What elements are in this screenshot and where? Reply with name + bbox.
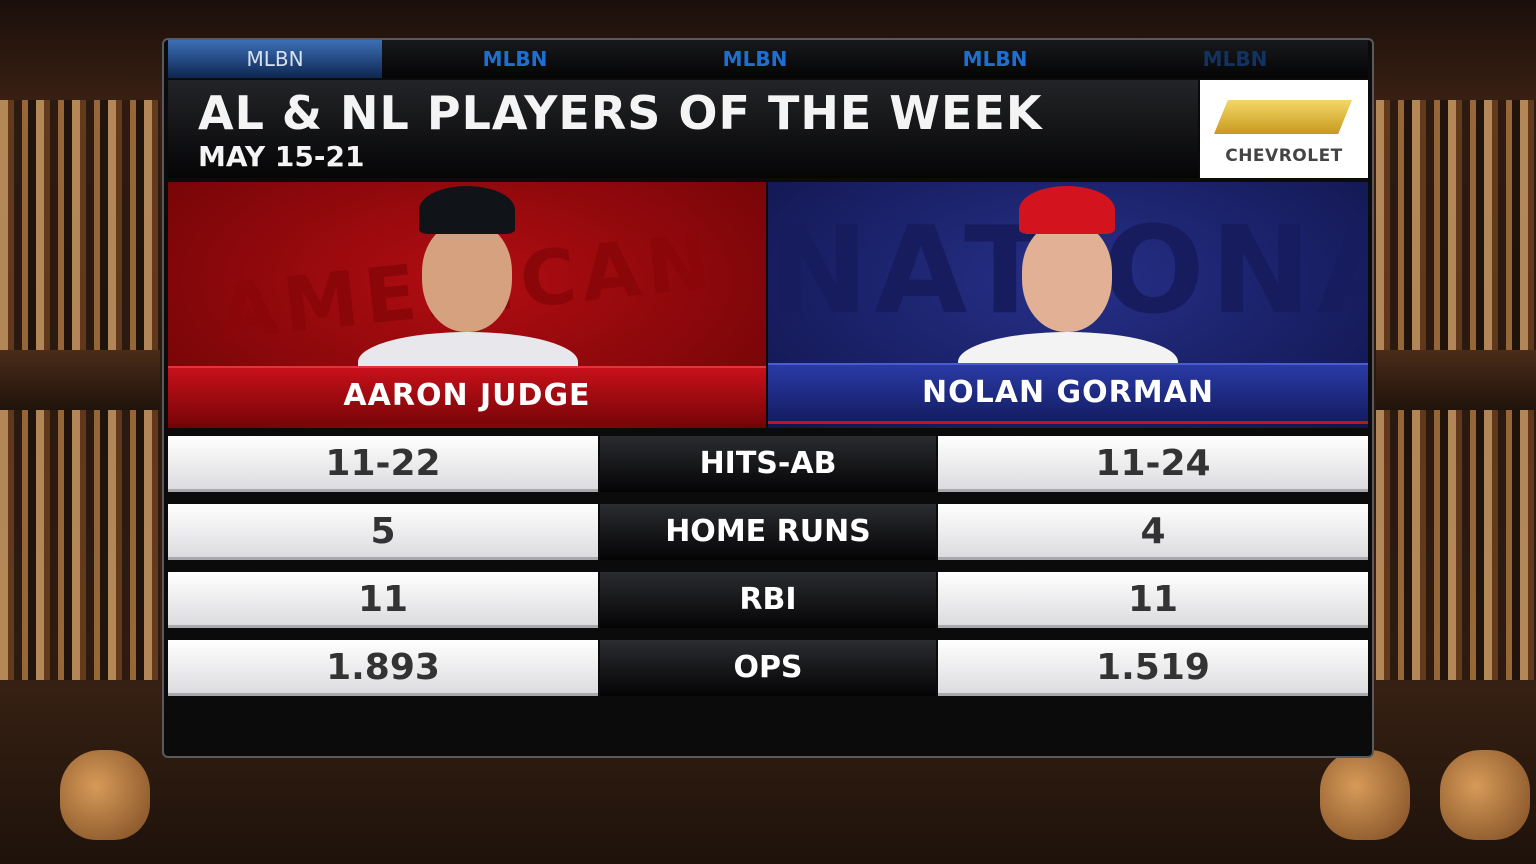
stat-value: 11-24 <box>938 436 1368 492</box>
shelf <box>0 350 160 410</box>
glove <box>1440 750 1530 840</box>
player-photo <box>1022 222 1112 332</box>
stat-row: 11 RBI 11 <box>168 572 1368 628</box>
stat-value: 1.893 <box>168 640 598 696</box>
stat-value: 11 <box>168 572 598 628</box>
player-photo <box>419 186 515 234</box>
stat-row: 11-22 HITS-AB 11-24 <box>168 436 1368 492</box>
stat-value: 11-22 <box>168 436 598 492</box>
sponsor-name: CHEVROLET <box>1225 146 1343 166</box>
title-bar: AL & NL PLAYERS OF THE WEEK MAY 15-21 <box>168 80 1198 178</box>
network-tab: MLBN <box>962 47 1028 71</box>
player-name: NOLAN GORMAN <box>768 363 1368 424</box>
title: AL & NL PLAYERS OF THE WEEK <box>198 86 1043 140</box>
stat-value: 11 <box>938 572 1368 628</box>
bowtie-icon <box>1214 100 1352 134</box>
stat-label: RBI <box>600 572 936 628</box>
glove <box>1320 750 1410 840</box>
stat-label: HOME RUNS <box>600 504 936 560</box>
shelf <box>1376 350 1536 410</box>
network-tab: MLBN <box>1202 47 1268 71</box>
stat-row: 5 HOME RUNS 4 <box>168 504 1368 560</box>
sponsor-logo: CHEVROLET <box>1200 80 1368 178</box>
subtitle: MAY 15-21 <box>198 140 365 173</box>
network-tabs: MLBN MLBN MLBN MLBN MLBN <box>168 40 1368 78</box>
network-tab: MLBN <box>722 47 788 71</box>
player-photo <box>1019 186 1115 234</box>
player-card: NATIONAL NOLAN GORMAN <box>768 182 1368 428</box>
player-card: AMERICAN AARON JUDGE <box>168 182 766 428</box>
player-photo <box>422 222 512 332</box>
network-tab: MLBN <box>482 47 548 71</box>
stat-label: OPS <box>600 640 936 696</box>
stat-value: 1.519 <box>938 640 1368 696</box>
stat-value: 4 <box>938 504 1368 560</box>
glove <box>60 750 150 840</box>
stat-value: 5 <box>168 504 598 560</box>
stat-label: HITS-AB <box>600 436 936 492</box>
network-tab: MLBN <box>168 40 382 78</box>
stat-row: 1.893 OPS 1.519 <box>168 640 1368 696</box>
player-name: AARON JUDGE <box>168 366 766 424</box>
